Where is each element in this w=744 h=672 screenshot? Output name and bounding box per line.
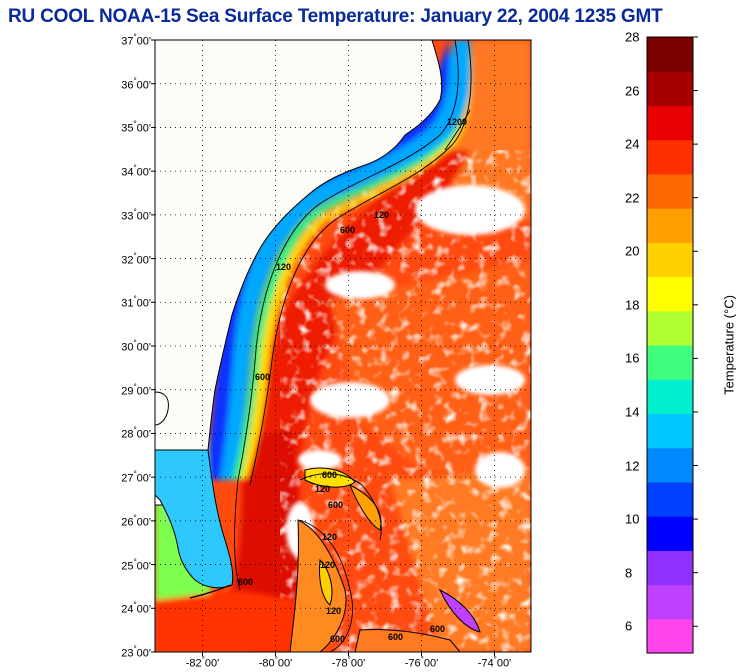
colorbar-band bbox=[647, 345, 693, 380]
latitude-label: 24°00' bbox=[121, 600, 151, 616]
cloud-patch bbox=[455, 365, 525, 395]
longitude-label: -76°00' bbox=[404, 655, 439, 670]
colorbar-band bbox=[647, 37, 693, 72]
great-bahama-bank bbox=[289, 519, 347, 652]
colorbar-band bbox=[647, 71, 693, 107]
latitude-label: 35°00' bbox=[121, 120, 151, 135]
colorbar-band bbox=[647, 208, 693, 243]
map-title: RU COOL NOAA-15 Sea Surface Temperature:… bbox=[8, 6, 663, 27]
bathymetry-contour bbox=[234, 40, 459, 591]
graticule bbox=[155, 40, 531, 652]
colorbar-band bbox=[647, 413, 693, 449]
colorbar-band bbox=[647, 481, 693, 517]
colorbar-frame bbox=[646, 36, 694, 654]
andros-island bbox=[319, 558, 333, 606]
bathymetry-contour bbox=[299, 473, 382, 541]
latitude-label: 29°00' bbox=[121, 382, 151, 398]
cloud-patch bbox=[325, 271, 395, 299]
contour-label: 600 bbox=[388, 632, 403, 642]
colorbar-band bbox=[647, 139, 693, 175]
latitude-label: 33°00' bbox=[121, 207, 151, 223]
colorbar-band bbox=[647, 242, 693, 278]
florida-keys bbox=[189, 584, 231, 599]
contour-label: 600 bbox=[340, 225, 355, 235]
contour-label: 600 bbox=[430, 624, 445, 634]
cloud-patch bbox=[310, 382, 390, 418]
contour-label: 120 bbox=[326, 606, 341, 616]
colorbar-band bbox=[647, 276, 693, 312]
contour-label: 120 bbox=[276, 262, 291, 272]
keys-warm-water bbox=[155, 590, 300, 652]
cloud-patch bbox=[298, 450, 342, 470]
colorbar-label: 8 bbox=[625, 565, 633, 581]
colorbar-band bbox=[647, 447, 693, 483]
contour-label: 600 bbox=[238, 577, 253, 587]
latitude-label: 26°00' bbox=[121, 513, 151, 529]
longitude-label: -78°00' bbox=[331, 655, 366, 670]
bathymetry-contour bbox=[299, 519, 353, 652]
colorbar-label: 28 bbox=[625, 29, 640, 45]
bahamas-abaco bbox=[349, 483, 382, 531]
cloud-patch bbox=[415, 185, 525, 235]
latitude-label: 37°00' bbox=[121, 32, 151, 48]
contour-label: 600 bbox=[330, 634, 345, 644]
bathymetry-contour bbox=[444, 109, 471, 151]
colorbar-gradient bbox=[647, 37, 693, 654]
contour-label: 120 bbox=[322, 532, 337, 542]
colorbar-band bbox=[647, 584, 693, 620]
contour-label: 600 bbox=[322, 470, 337, 480]
southern-bahamas bbox=[438, 588, 481, 633]
colorbar-band bbox=[647, 173, 693, 209]
colorbar-label: 6 bbox=[625, 618, 633, 634]
colorbar-band bbox=[647, 105, 693, 141]
latitude-label: 32°00' bbox=[121, 251, 151, 266]
map-ticks bbox=[151, 39, 495, 656]
longitude-label: -82°00' bbox=[185, 655, 220, 670]
contour-label: 1200 bbox=[447, 117, 467, 127]
colorbar-label: 16 bbox=[625, 350, 640, 366]
contour-label: 120 bbox=[374, 210, 389, 220]
shelf-water-mild bbox=[232, 40, 469, 480]
latitude-label: 27°00' bbox=[121, 469, 151, 485]
latitude-label: 31°00' bbox=[121, 294, 151, 310]
latitude-label: 30°00' bbox=[121, 338, 151, 354]
longitude-label: -74°00' bbox=[477, 655, 512, 670]
colorbar-label: 18 bbox=[625, 297, 640, 313]
longitude-label: -80°00' bbox=[258, 655, 293, 670]
florida-peninsula bbox=[155, 449, 234, 589]
cuba-north-coast bbox=[354, 629, 461, 652]
colorbar-label: 24 bbox=[625, 136, 640, 152]
contour-label: 600 bbox=[255, 372, 270, 382]
colorbar-label: 20 bbox=[625, 243, 640, 259]
colorbar-label: 22 bbox=[625, 190, 640, 206]
us-east-coast-land bbox=[155, 40, 443, 506]
latitude-label: 36°00' bbox=[121, 76, 151, 92]
colorbar-ticks bbox=[693, 36, 698, 627]
colorbar-label: 14 bbox=[625, 404, 640, 420]
colorbar-band bbox=[647, 516, 693, 551]
colorbar-label: 10 bbox=[625, 511, 640, 527]
colorbar-band bbox=[647, 618, 693, 654]
colorbar-label: 12 bbox=[625, 458, 640, 474]
contour-label: 600 bbox=[328, 500, 343, 510]
colorbar-label: 26 bbox=[625, 83, 640, 99]
shelf-water-cool bbox=[212, 40, 472, 480]
bathymetry-contour bbox=[249, 40, 472, 486]
colorbar-title: Temperature (°C) bbox=[721, 295, 737, 395]
colorbar-band bbox=[647, 550, 693, 586]
latitude-label: 34°00' bbox=[121, 163, 151, 179]
latitude-label: 28°00' bbox=[121, 426, 151, 441]
contour-label: 120 bbox=[320, 560, 335, 570]
latitude-label: 25°00' bbox=[121, 557, 151, 572]
colorbar-band bbox=[647, 379, 693, 415]
colorbar-band bbox=[647, 310, 693, 346]
latitude-label: 23°00' bbox=[121, 644, 151, 660]
gulf-coast-land bbox=[155, 391, 169, 426]
cloud-patch bbox=[475, 452, 525, 488]
contour-label: 120 bbox=[315, 484, 330, 494]
